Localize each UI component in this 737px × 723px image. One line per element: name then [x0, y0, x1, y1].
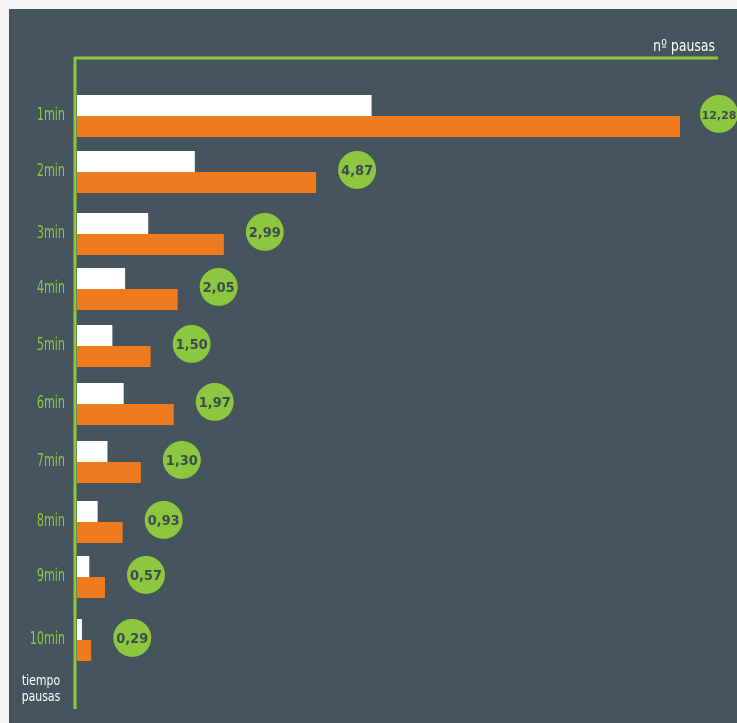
tick-label-10min: 10min — [30, 627, 65, 649]
bar-orange-10min — [77, 640, 92, 661]
data-label-bubble-2min — [338, 150, 377, 189]
x-axis-title: nº pausas — [653, 38, 715, 56]
bar-orange-9min — [77, 577, 105, 598]
y-axis-title-line-1: tiempo — [22, 672, 60, 689]
data-label-10min: 0,29 — [116, 632, 148, 647]
data-label-6min: 1,97 — [199, 396, 231, 411]
bar-orange-2min — [77, 172, 317, 193]
tick-label-9min: 9min — [37, 564, 65, 586]
bar-chart: nº pausas 1min 2min 3min 4min 5min 6min 7min 8m… — [22, 38, 737, 709]
data-label-bubble-1min — [700, 94, 737, 133]
data-label-9min: 0,57 — [130, 569, 162, 584]
data-labels-layer: 12,28 4,87 2,99 2,05 1,50 1,97 1,30 0,93 0,57 0,2… — [113, 94, 737, 657]
bar-white-1min — [77, 95, 372, 116]
data-label-bubble-7min — [162, 440, 201, 479]
data-label-8min: 0,93 — [148, 514, 180, 529]
bar-orange-5min — [77, 346, 151, 367]
tick-label-1min: 1min — [37, 103, 65, 125]
bar-orange-7min — [77, 462, 141, 483]
bar-white-2min — [77, 151, 195, 172]
data-label-4min: 2,05 — [203, 281, 235, 296]
data-label-7min: 1,30 — [166, 454, 198, 469]
y-axis-title-line-2: pausas — [22, 688, 61, 705]
bar-white-6min — [77, 383, 124, 404]
tick-label-4min: 4min — [37, 276, 65, 298]
data-label-3min: 2,99 — [249, 226, 281, 241]
data-label-5min: 1,50 — [176, 338, 208, 353]
data-label-bubble-9min — [126, 555, 165, 594]
bar-orange-6min — [77, 404, 174, 425]
bars-layer — [77, 95, 680, 661]
tick-label-7min: 7min — [37, 449, 65, 471]
data-label-bubble-6min — [195, 382, 234, 421]
data-label-bubble-5min — [172, 324, 211, 363]
bar-white-4min — [77, 268, 126, 289]
data-label-2min: 4,87 — [341, 164, 373, 179]
bar-white-8min — [77, 501, 98, 522]
data-label-1min: 12,28 — [702, 109, 737, 122]
bar-white-5min — [77, 325, 113, 346]
tick-label-3min: 3min — [37, 221, 65, 243]
tick-label-5min: 5min — [37, 333, 65, 355]
data-label-bubble-4min — [199, 267, 238, 306]
bar-orange-3min — [77, 234, 224, 255]
bar-white-7min — [77, 441, 108, 462]
bar-orange-1min — [77, 116, 680, 137]
bar-orange-4min — [77, 289, 178, 310]
bar-white-9min — [77, 556, 90, 577]
chart-panel: nº pausas 1min 2min 3min 4min 5min 6min 7min 8m… — [9, 9, 737, 723]
tick-label-2min: 2min — [37, 159, 65, 181]
data-label-bubble-10min — [113, 618, 152, 657]
bar-white-10min — [77, 619, 82, 640]
bar-orange-8min — [77, 522, 123, 543]
tick-label-8min: 8min — [37, 509, 65, 531]
data-label-bubble-8min — [144, 500, 183, 539]
data-label-bubble-3min — [245, 212, 284, 251]
tick-labels-layer: 1min 2min 3min 4min 5min 6min 7min 8min 9min 10mi… — [30, 103, 65, 649]
tick-label-6min: 6min — [37, 391, 65, 413]
bar-white-3min — [77, 213, 149, 234]
